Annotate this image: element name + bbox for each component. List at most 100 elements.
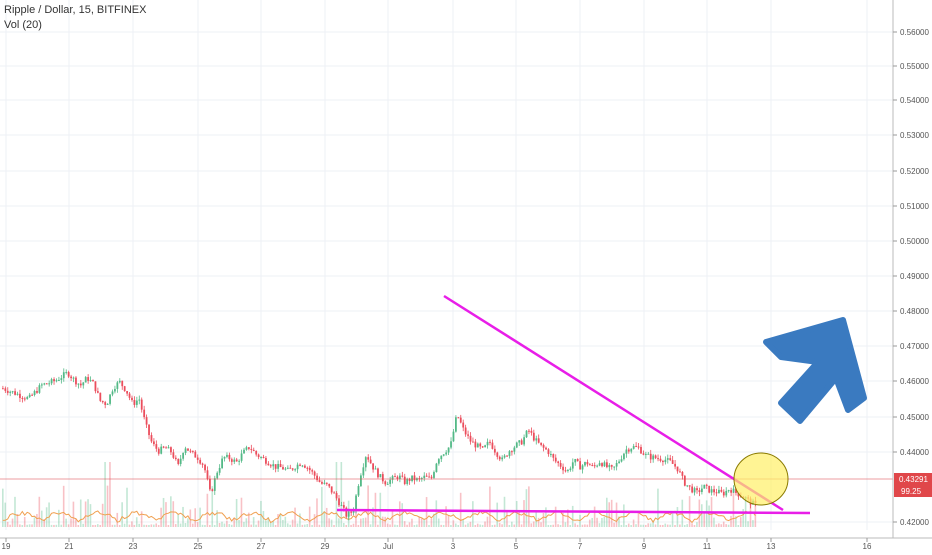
- volume-bar: [623, 504, 625, 527]
- volume-bar: [469, 521, 472, 527]
- candle-body: [623, 453, 625, 460]
- candle-body: [642, 453, 645, 455]
- time-tick-label: 3: [451, 542, 456, 550]
- time-axis[interactable]: 19 21 23 25 27 29 Jul 3 5 7 9 11 13 16: [0, 537, 932, 551]
- highlight-circle[interactable]: [733, 452, 789, 506]
- volume-bar: [666, 524, 669, 527]
- volume-bar: [657, 488, 659, 527]
- candle-body: [65, 372, 68, 374]
- candle-body: [693, 488, 696, 493]
- volume-bar: [367, 485, 369, 527]
- volume-bar: [255, 524, 257, 527]
- price-axis[interactable]: 0.56000 0.55000 0.54000 0.53000 0.52000 0.510…: [892, 0, 929, 538]
- candle-body: [89, 380, 92, 382]
- volume-bar: [567, 509, 569, 527]
- volume-bar: [114, 524, 116, 527]
- volume-bar: [486, 516, 489, 527]
- volume-bar: [235, 498, 238, 527]
- volume-bar: [304, 524, 306, 527]
- candle-body: [657, 458, 659, 460]
- volume-bar: [31, 524, 33, 527]
- candle-body: [620, 459, 623, 462]
- volume-bar: [294, 507, 296, 527]
- candle-body: [257, 454, 260, 458]
- candle-body: [698, 490, 701, 493]
- volume-bar: [189, 509, 192, 527]
- price-tick-label: 0.47000: [900, 342, 929, 351]
- candle-body: [274, 464, 277, 469]
- volume-bar: [557, 524, 559, 527]
- volume-bar: [14, 496, 16, 527]
- volume-bar: [674, 524, 676, 527]
- volume-bar: [333, 524, 335, 527]
- volume-bar: [457, 525, 460, 527]
- volume-bar: [591, 517, 593, 527]
- volume-bar: [291, 519, 294, 527]
- volume-bar: [396, 524, 399, 527]
- candle-body: [513, 447, 516, 452]
- volume-bar: [452, 520, 455, 527]
- volume-bar: [221, 521, 223, 527]
- candle-body: [218, 467, 221, 473]
- volume-bar: [413, 525, 416, 527]
- volume-bar: [747, 521, 749, 527]
- volume-bar: [45, 507, 48, 527]
- candle-body: [669, 458, 672, 461]
- chart-drawings[interactable]: [336, 294, 867, 515]
- price-tick-label: 0.46000: [900, 377, 929, 386]
- volume-bar: [559, 524, 562, 527]
- volume-bar: [352, 523, 355, 527]
- volume-bar: [491, 524, 494, 527]
- volume-bar: [528, 486, 530, 527]
- support-line[interactable]: [336, 508, 811, 515]
- candle-body: [381, 474, 384, 482]
- candle-body: [233, 459, 236, 462]
- candle-body: [362, 467, 365, 476]
- candle-body: [506, 455, 508, 457]
- volume-bar: [476, 523, 479, 527]
- candle-body: [703, 484, 706, 489]
- volume-bar: [520, 524, 523, 527]
- candle-body: [479, 443, 482, 447]
- candle-body: [472, 441, 474, 443]
- volume-bar: [167, 524, 170, 527]
- candle-body: [732, 488, 735, 493]
- last-price-tag: [894, 473, 932, 485]
- candle-body: [713, 489, 715, 493]
- candle-body: [679, 471, 681, 473]
- candle-body: [123, 386, 126, 392]
- candle-body: [148, 424, 150, 436]
- volume-bar: [128, 524, 131, 527]
- candle-body: [367, 457, 370, 460]
- volume-tag-value: 99.25: [901, 487, 922, 496]
- volume-bar: [732, 491, 735, 527]
- candle-body: [16, 393, 19, 395]
- volume-bar: [226, 520, 228, 527]
- volume-bar: [321, 486, 323, 527]
- candle-body: [476, 443, 479, 448]
- candle-body: [301, 465, 304, 467]
- volume-bar: [662, 524, 664, 527]
- candle-body: [325, 482, 328, 484]
- candle-body: [191, 450, 194, 452]
- candle-body: [328, 483, 331, 487]
- candle-body: [321, 481, 323, 484]
- candle-body: [318, 480, 321, 482]
- candle-body: [250, 448, 253, 450]
- volume-bar: [737, 524, 740, 527]
- volume-bar: [403, 521, 406, 527]
- volume-bar: [588, 519, 591, 527]
- volume-bar: [635, 524, 637, 527]
- volume-bar: [540, 522, 542, 527]
- volume-bar: [537, 517, 540, 527]
- candle-body: [559, 463, 562, 467]
- volume-bar: [342, 522, 345, 527]
- up-arrow-icon[interactable]: [763, 317, 867, 424]
- volume-bar: [328, 518, 330, 527]
- volume-bar: [165, 502, 167, 527]
- volume-bar: [243, 521, 245, 527]
- candle-body: [503, 455, 506, 458]
- descending-trendline[interactable]: [443, 294, 784, 512]
